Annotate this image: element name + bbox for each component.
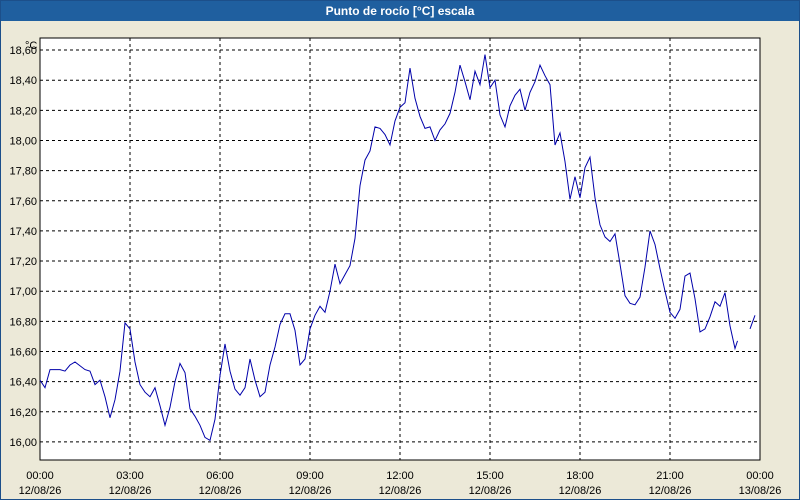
x-tick-time-label: 06:00 (206, 470, 234, 482)
y-axis-unit-label: °C (25, 40, 37, 52)
y-tick-label: 16,00 (9, 437, 37, 449)
x-tick-time-label: 00:00 (746, 470, 774, 482)
y-tick-label: 16,20 (9, 407, 37, 419)
x-tick-date-label: 12/08/26 (19, 485, 62, 497)
y-tick-label: 17,20 (9, 256, 37, 268)
x-tick-time-label: 12:00 (386, 470, 414, 482)
y-tick-label: 18,20 (9, 105, 37, 117)
y-tick-label: 17,80 (9, 166, 37, 178)
y-tick-label: 16,80 (9, 316, 37, 328)
y-tick-label: 18,60 (9, 45, 37, 57)
x-tick-date-label: 12/08/26 (649, 485, 692, 497)
window-title: Punto de rocío [°C] escala (1, 1, 799, 21)
x-tick-time-label: 03:00 (116, 470, 144, 482)
x-tick-time-label: 15:00 (476, 470, 504, 482)
series-line-group (39, 54, 756, 442)
x-tick-time-label: 09:00 (296, 470, 324, 482)
y-axis-ticks: 16,00 16,20 16,40 16,60 16,80 17,00 17,20 17,40… (9, 45, 37, 449)
x-tick-time-label: 21:00 (656, 470, 684, 482)
y-tick-label: 17,40 (9, 226, 37, 238)
x-axis-ticks: 00:00 12/08/26 03:00 12/08/26 06:00 12/08/26 0… (19, 470, 782, 497)
y-tick-label: 18,00 (9, 135, 37, 147)
dew-point-line (749, 315, 756, 330)
x-tick-date-label: 12/08/26 (199, 485, 242, 497)
y-tick-label: 16,40 (9, 377, 37, 389)
x-tick-date-label: 12/08/26 (379, 485, 422, 497)
x-tick-date-label: 12/08/26 (559, 485, 602, 497)
y-tick-label: 16,60 (9, 346, 37, 358)
x-tick-time-label: 00:00 (26, 470, 54, 482)
x-tick-date-label: 12/08/26 (289, 485, 332, 497)
y-tick-label: 18,40 (9, 75, 37, 87)
x-tick-date-label: 12/08/26 (109, 485, 152, 497)
dew-point-line (39, 54, 738, 442)
grid-lines (40, 38, 760, 460)
x-tick-date-label: 12/08/26 (469, 485, 512, 497)
x-tick-date-label: 13/08/26 (739, 485, 782, 497)
y-tick-label: 17,00 (9, 286, 37, 298)
x-tick-time-label: 18:00 (566, 470, 594, 482)
y-tick-label: 17,60 (9, 196, 37, 208)
